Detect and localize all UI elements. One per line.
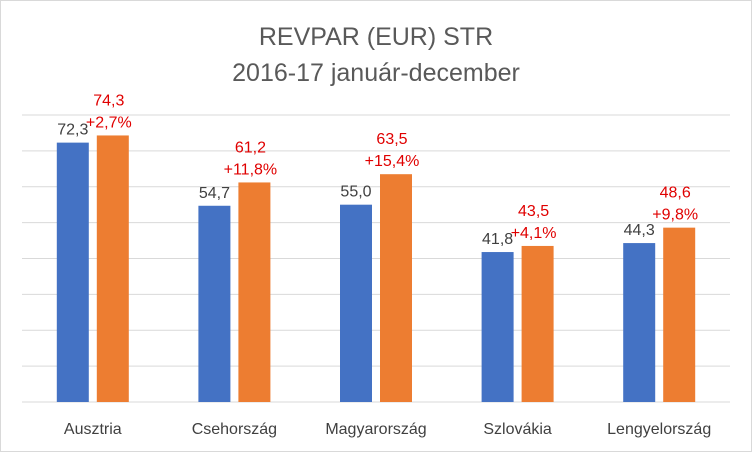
data-label-series1: 54,7 [199,185,230,202]
data-label-series1: 72,3 [57,122,88,139]
data-label-series1: 55,0 [340,184,371,201]
change-label-series2: +9,8% [652,207,698,224]
data-label-series2: 61,2 [235,139,266,156]
change-label-series2: +11,8% [224,161,278,178]
category-label: Ausztria [64,421,122,438]
change-label-series2: +2,7% [86,114,132,131]
chart-title: REVPAR (EUR) STR [258,23,494,51]
data-label-series2: 43,5 [518,203,549,220]
data-label-series1: 41,8 [482,231,513,248]
category-label: Lengyelország [607,421,711,438]
bar-series2 [238,182,271,402]
bar-series2 [663,227,696,402]
bar-series2 [521,245,554,402]
bar-series2 [96,135,129,403]
category-label: Csehország [192,421,277,438]
category-label: Magyarország [325,421,426,438]
bar-series1 [623,243,656,402]
bar-series1 [198,205,231,402]
bar-series1 [481,252,514,402]
bar-series2 [380,174,412,402]
change-label-series2: +4,1% [511,225,557,242]
data-label-series2: 74,3 [93,92,124,109]
data-label-series2: 63,5 [376,131,407,148]
bar-series1 [56,142,89,402]
change-label-series2: +15,4% [365,153,420,170]
data-label-series1: 44,3 [624,222,655,239]
data-label-series2: 48,6 [660,185,691,202]
bar-series1 [340,204,372,402]
category-label: Szlovákia [483,421,552,438]
chart-subtitle: 2016-17 január-december [232,59,520,87]
